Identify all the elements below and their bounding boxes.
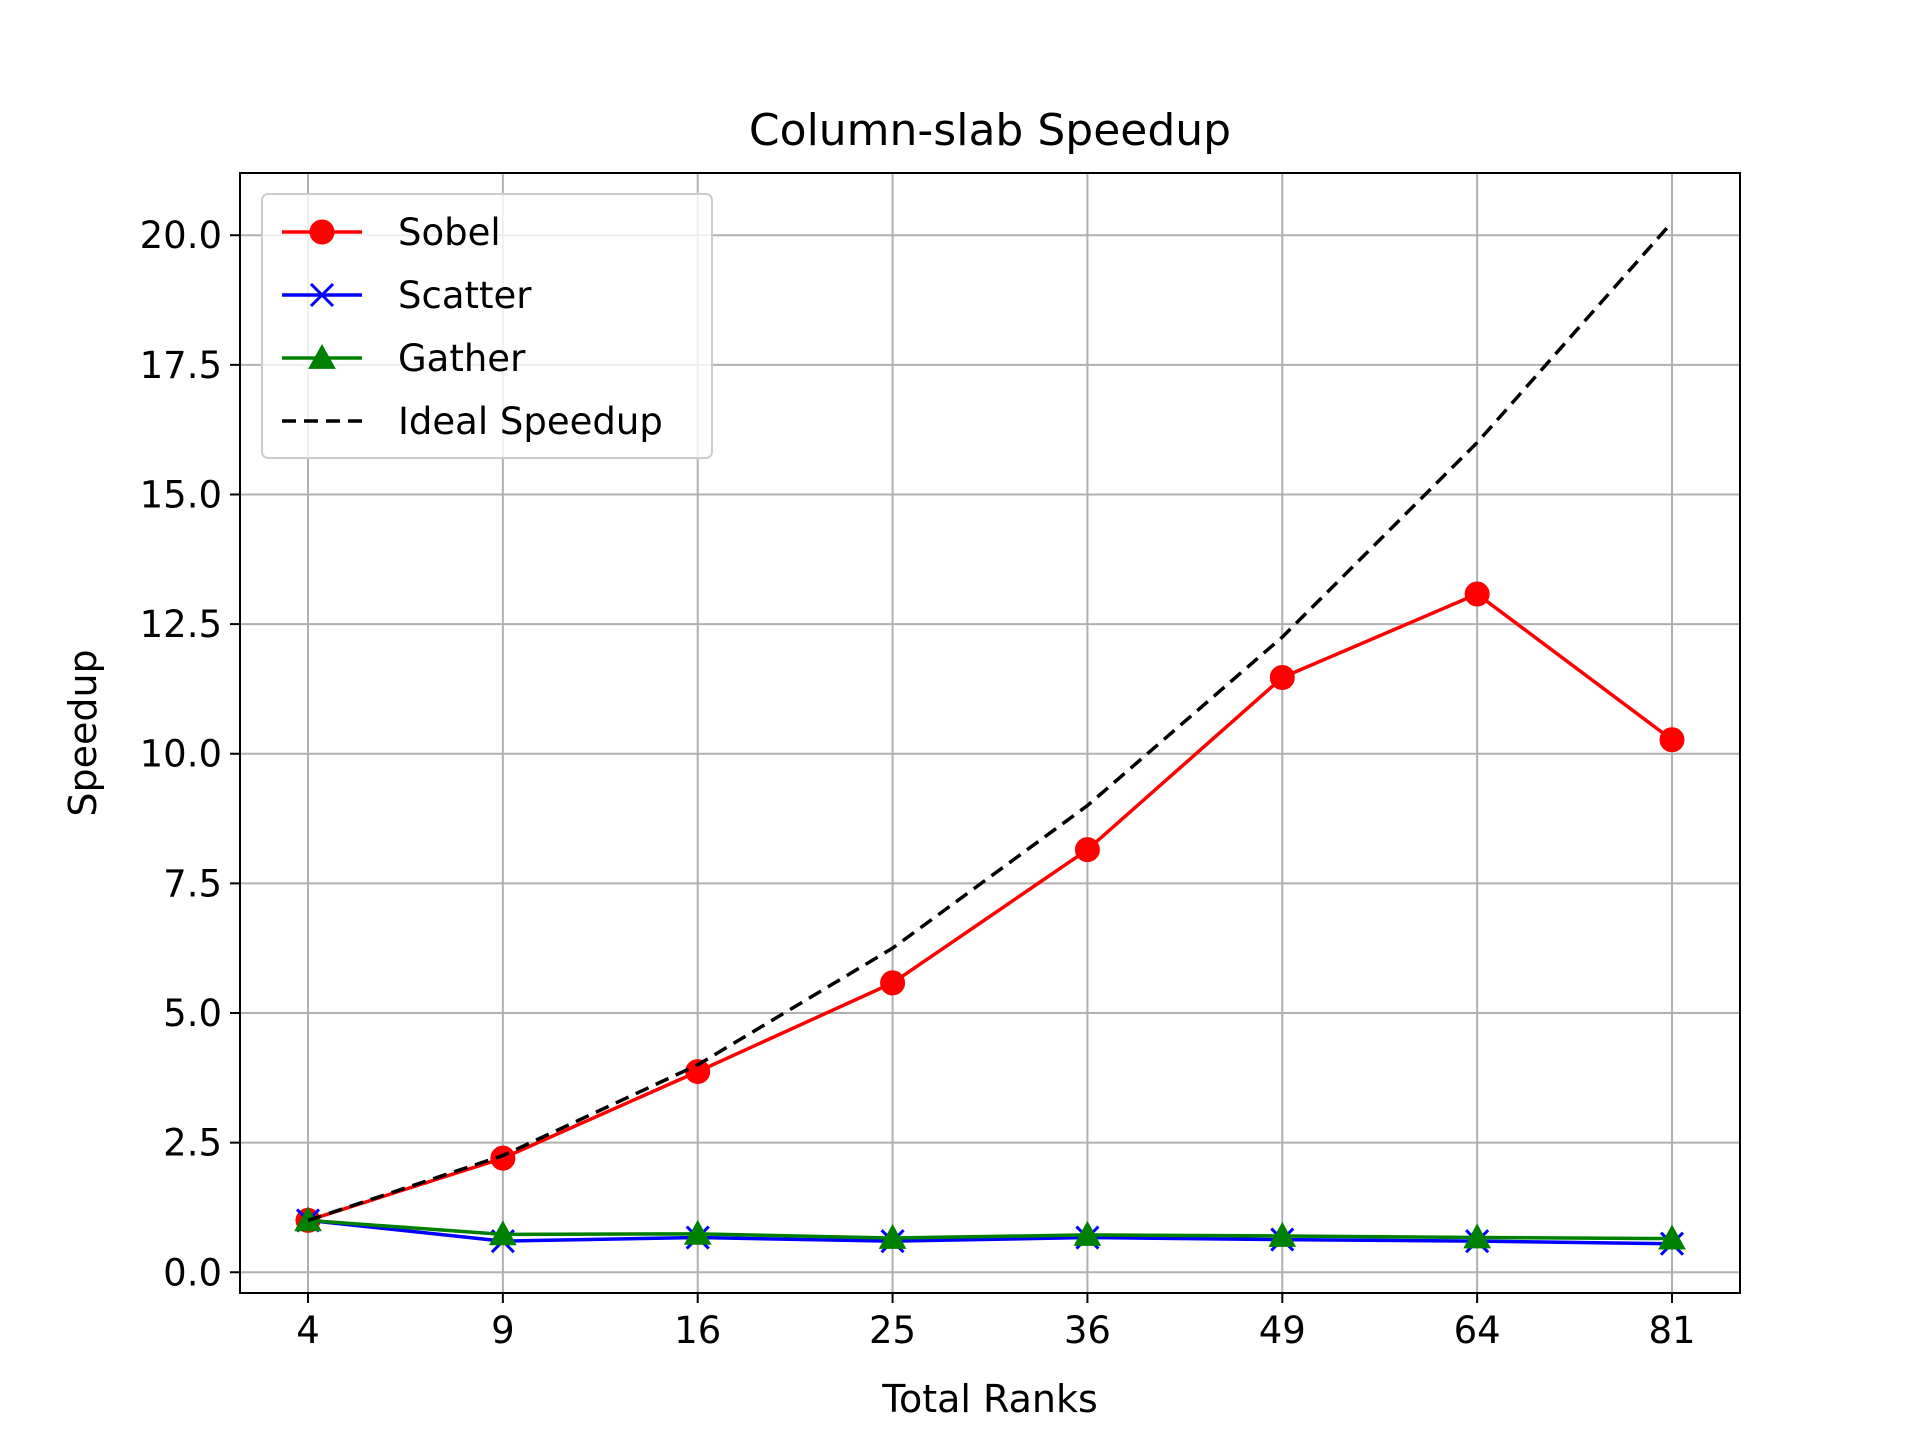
legend-label: Sobel	[398, 211, 501, 254]
legend-items: Sobel Scatter Gather Ideal Speedup	[282, 211, 663, 443]
chart-title: Column-slab Speedup	[749, 105, 1231, 156]
data-point	[1074, 837, 1100, 863]
legend: Sobel Scatter Gather Ideal Speedup	[261, 193, 713, 459]
data-point	[683, 1219, 712, 1245]
y-tick-label: 10.0	[140, 733, 222, 776]
data-point	[309, 219, 335, 245]
y-tick-label: 12.5	[140, 603, 222, 646]
series-lines	[294, 221, 1686, 1256]
y-tick-label: 5.0	[163, 992, 222, 1035]
legend-item: Gather	[282, 337, 526, 380]
y-tick-label: 2.5	[163, 1122, 222, 1165]
legend-item: Sobel	[282, 211, 501, 254]
data-point	[1268, 1221, 1297, 1247]
y-axis-label: Speedup	[61, 649, 105, 816]
x-tick-label: 25	[869, 1309, 916, 1352]
data-point	[880, 970, 906, 996]
data-point	[1659, 727, 1685, 753]
series-line	[307, 1218, 1673, 1246]
y-tick-label: 20.0	[140, 214, 222, 257]
legend-label: Ideal Speedup	[398, 400, 663, 443]
data-point	[1658, 1224, 1686, 1250]
data-point	[1269, 665, 1295, 691]
data-point	[489, 1220, 517, 1246]
legend-label: Scatter	[398, 274, 532, 317]
data-point	[1463, 1223, 1491, 1249]
data-point	[490, 1145, 516, 1171]
legend-item: Scatter	[282, 274, 532, 317]
legend-box	[261, 193, 713, 459]
x-tick-label: 16	[674, 1309, 721, 1352]
data-point	[1073, 1220, 1102, 1246]
plot-frame	[239, 172, 1741, 1294]
series-gather	[294, 1206, 1686, 1250]
y-tick-label: 17.5	[140, 344, 222, 387]
data-point	[1464, 581, 1490, 607]
x-tick-label: 64	[1454, 1309, 1501, 1352]
x-tick-label: 9	[491, 1309, 515, 1352]
x-tick-label: 4	[296, 1309, 320, 1352]
x-tick-label: 49	[1259, 1309, 1306, 1352]
data-point	[309, 282, 335, 308]
series-line	[307, 221, 1674, 1223]
y-tick-label: 0.0	[163, 1251, 222, 1294]
series-line	[307, 592, 1674, 1223]
data-point	[308, 343, 336, 369]
x-axis-label: Total Ranks	[881, 1377, 1098, 1421]
axis-ticks: 4 9 16 25 36 49 64 810.02.55.07.510.012.515.017…	[140, 214, 1696, 1352]
data-point	[878, 1224, 907, 1249]
x-tick-label: 81	[1648, 1309, 1695, 1352]
series-line	[307, 1218, 1673, 1241]
x-tick-label: 36	[1064, 1309, 1111, 1352]
legend-item: Ideal Speedup	[282, 400, 663, 443]
y-tick-label: 15.0	[140, 473, 222, 516]
y-tick-label: 7.5	[163, 862, 222, 905]
series-ideal-speedup	[307, 221, 1674, 1223]
legend-label: Gather	[398, 337, 526, 380]
